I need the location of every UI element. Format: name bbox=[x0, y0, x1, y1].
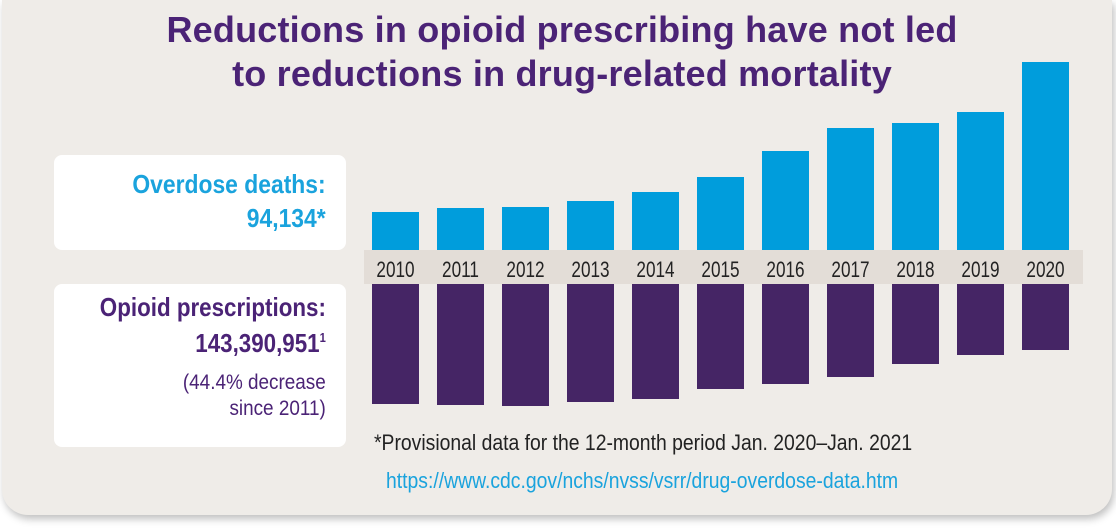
bar-opioid-prescriptions-2013 bbox=[567, 284, 614, 402]
year-tick-label-2010: 2010 bbox=[376, 258, 414, 283]
overdose-deaths-value: 94,134* bbox=[247, 203, 326, 233]
overdose-deaths-label: Overdose deaths: bbox=[132, 169, 326, 199]
title-line-2: to reductions in drug-related mortality bbox=[232, 53, 892, 94]
year-tick-label-2013: 2013 bbox=[571, 258, 609, 283]
page-title: Reductions in opioid prescribing have no… bbox=[62, 8, 1062, 96]
bar-opioid-prescriptions-2019 bbox=[957, 284, 1004, 355]
cdc-source-link[interactable]: https://www.cdc.gov/nchs/nvss/vsrr/drug-… bbox=[386, 468, 899, 493]
year-tick-label-2018: 2018 bbox=[896, 258, 934, 283]
bar-overdose-deaths-2011 bbox=[437, 208, 484, 250]
bar-opioid-prescriptions-2018 bbox=[892, 284, 939, 364]
year-tick-label-2011: 2011 bbox=[442, 258, 479, 283]
footnote-marker: 1 bbox=[319, 330, 326, 345]
year-tick-label-2019: 2019 bbox=[961, 258, 999, 283]
bar-overdose-deaths-2015 bbox=[697, 177, 744, 250]
opioid-prescriptions-label: Opioid prescriptions: bbox=[99, 292, 326, 322]
bar-opioid-prescriptions-2012 bbox=[502, 284, 549, 406]
bar-overdose-deaths-2017 bbox=[827, 128, 874, 250]
bar-overdose-deaths-2019 bbox=[957, 112, 1004, 250]
bar-opioid-prescriptions-2011 bbox=[437, 284, 484, 405]
bar-overdose-deaths-2018 bbox=[892, 123, 939, 250]
bar-overdose-deaths-2010 bbox=[372, 212, 419, 250]
bar-opioid-prescriptions-2014 bbox=[632, 284, 679, 399]
opioid-prescriptions-value: 143,390,9511 bbox=[195, 328, 326, 359]
prescriptions-decrease-note: (44.4% decrease since 2011) bbox=[183, 370, 326, 422]
bar-opioid-prescriptions-2010 bbox=[372, 284, 419, 404]
bar-opioid-prescriptions-2015 bbox=[697, 284, 744, 389]
bar-overdose-deaths-2020 bbox=[1022, 62, 1069, 250]
year-tick-label-2012: 2012 bbox=[506, 258, 544, 283]
bar-opioid-prescriptions-2020 bbox=[1022, 284, 1069, 350]
year-tick-label-2014: 2014 bbox=[636, 258, 674, 283]
year-tick-label-2020: 2020 bbox=[1026, 258, 1064, 283]
bar-overdose-deaths-2016 bbox=[762, 151, 809, 250]
opioid-prescriptions-panel: Opioid prescriptions: 143,390,9511 (44.4… bbox=[54, 284, 346, 447]
overdose-deaths-panel: Overdose deaths: 94,134* bbox=[54, 155, 346, 250]
year-tick-label-2017: 2017 bbox=[831, 258, 869, 283]
bar-overdose-deaths-2012 bbox=[502, 207, 549, 250]
bar-overdose-deaths-2014 bbox=[632, 192, 679, 250]
bar-opioid-prescriptions-2017 bbox=[827, 284, 874, 377]
bar-opioid-prescriptions-2016 bbox=[762, 284, 809, 384]
year-tick-label-2015: 2015 bbox=[701, 258, 739, 283]
bar-overdose-deaths-2013 bbox=[567, 201, 614, 250]
provisional-data-footnote: *Provisional data for the 12-month perio… bbox=[374, 430, 913, 455]
opioid-prescriptions-number: 143,390,951 bbox=[195, 328, 320, 358]
decrease-note-line-1: (44.4% decrease bbox=[183, 371, 326, 394]
year-axis-band bbox=[364, 250, 1083, 284]
title-line-1: Reductions in opioid prescribing have no… bbox=[166, 9, 958, 50]
year-tick-label-2016: 2016 bbox=[766, 258, 804, 283]
decrease-note-line-2: since 2011) bbox=[229, 397, 326, 420]
